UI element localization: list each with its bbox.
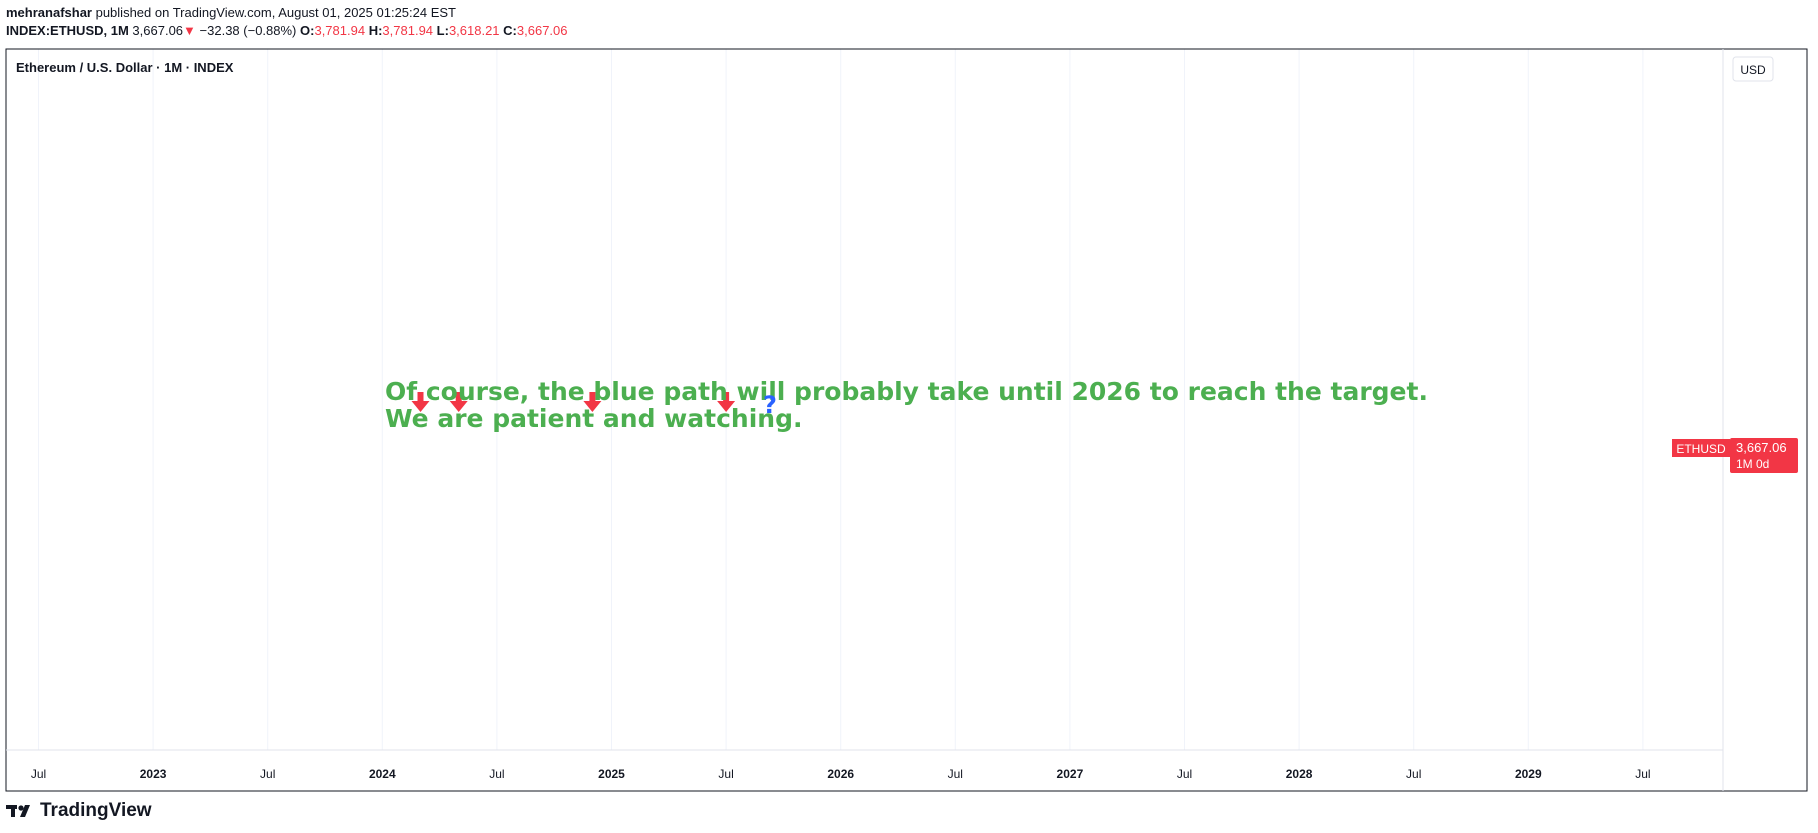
time-tick-label: 2026	[827, 767, 854, 781]
time-axis[interactable]: Jul 2023 Jul 2024 Jul 2025 Jul 2026 Jul 2027 Jul 20…	[31, 767, 1651, 781]
change-down-icon: ▼	[183, 23, 196, 38]
annotation-line-2: We are patient and watching.	[385, 404, 802, 433]
tradingview-logo-icon	[6, 805, 30, 817]
low-value: 3,618.21	[448, 23, 500, 38]
annotation-line-1: Of course, the blue path will probably t…	[385, 377, 1428, 406]
time-tick-label: Jul	[31, 767, 46, 781]
down-arrow-icon	[411, 392, 430, 412]
time-tick-label: Jul	[948, 767, 963, 781]
time-tick-label: 2029	[1515, 767, 1542, 781]
time-tick-label: Jul	[260, 767, 275, 781]
down-arrow-icon	[449, 392, 468, 412]
grid-lines	[38, 49, 1644, 750]
question-mark-icon: ?	[763, 391, 777, 419]
high-label: H:	[368, 23, 383, 38]
time-tick-label: 2025	[598, 767, 625, 781]
time-tick-label: Jul	[489, 767, 504, 781]
tradingview-brand[interactable]: TradingView	[6, 800, 152, 822]
time-tick-label: Jul	[1635, 767, 1650, 781]
price-tag-countdown: 1M 0d	[1736, 457, 1769, 471]
time-tick-label: Jul	[1406, 767, 1421, 781]
symbol-label: INDEX:ETHUSD, 1M	[6, 23, 129, 38]
down-arrow-icon	[583, 392, 602, 412]
price-tag-symbol-box	[1672, 439, 1730, 457]
low-label: L:	[436, 23, 449, 38]
close-value: 3,667.06	[516, 23, 568, 38]
author-name[interactable]: mehranafshar	[6, 5, 92, 20]
annotation-text[interactable]: Of course, the blue path will probably t…	[385, 377, 1428, 433]
time-tick-label: 2023	[140, 767, 167, 781]
price-tag-box	[1730, 438, 1798, 473]
time-tick-label: 2024	[369, 767, 396, 781]
down-arrow-icon	[717, 392, 736, 412]
rejection-markers-layer	[411, 392, 736, 412]
close-label: C:	[503, 23, 517, 38]
publication-header: mehranafshar published on TradingView.co…	[6, 4, 568, 40]
time-tick-label: 2028	[1286, 767, 1313, 781]
currency-button[interactable]	[1732, 56, 1774, 82]
price-tag-symbol: ETHUSD	[1676, 442, 1726, 456]
ohlc-line: INDEX:ETHUSD, 1M 3,667.06▼ −32.38 (−0.88…	[6, 22, 568, 40]
published-info: published on TradingView.com, August 01,…	[91, 5, 456, 20]
time-tick-label: Jul	[718, 767, 733, 781]
chart-legend-title: Ethereum / U.S. Dollar · 1M · INDEX	[16, 60, 234, 75]
high-value: 3,781.94	[382, 23, 434, 38]
current-price-tag[interactable]: ETHUSD 3,667.06 1M 0d	[1672, 438, 1798, 473]
time-tick-label: Jul	[1177, 767, 1192, 781]
currency-label: USD	[1740, 63, 1766, 77]
price-change: −32.38 (−0.88%)	[199, 23, 297, 38]
time-tick-label: 2027	[1057, 767, 1084, 781]
brand-name: TradingView	[40, 800, 152, 821]
open-value: 3,781.94	[314, 23, 366, 38]
last-price: 3,667.06	[132, 23, 184, 38]
price-tag-value: 3,667.06	[1736, 440, 1787, 455]
chart-frame	[5, 48, 1808, 792]
author-line: mehranafshar published on TradingView.co…	[6, 4, 568, 22]
open-label: O:	[300, 23, 315, 38]
